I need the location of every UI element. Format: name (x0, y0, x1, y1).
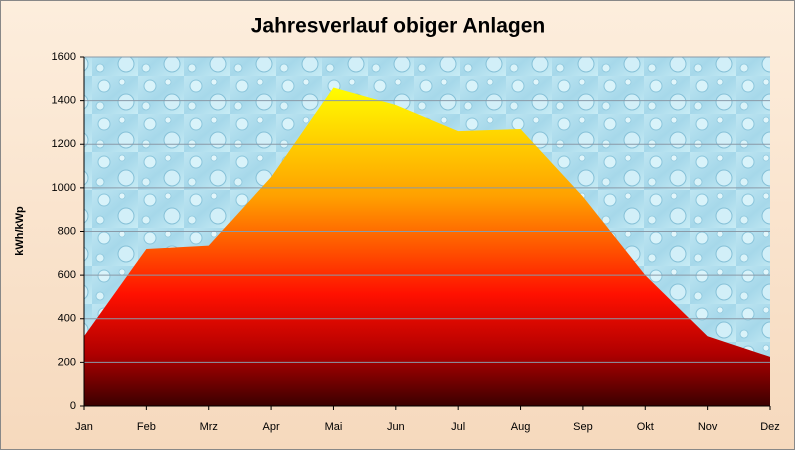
x-tick-label: Mrz (200, 421, 218, 433)
y-tick-label: 800 (58, 225, 76, 237)
y-tick-label: 200 (58, 356, 76, 368)
y-tick-label: 600 (58, 269, 76, 281)
x-tick-label: Apr (263, 421, 280, 433)
y-tick-label: 1400 (52, 95, 76, 107)
x-tick-label: Jun (387, 421, 405, 433)
x-tick-label: Jul (451, 421, 465, 433)
chart-title: Jahresverlauf obiger Anlagen (251, 15, 545, 38)
x-tick-label: Mai (325, 421, 343, 433)
y-tick-label: 400 (58, 313, 76, 325)
x-tick-label: Aug (511, 421, 531, 433)
y-tick-label: 0 (70, 400, 76, 412)
x-tick-label: Jan (75, 421, 93, 433)
y-tick-label: 1600 (52, 51, 76, 63)
x-tick-label: Dez (760, 421, 780, 433)
x-tick-label: Okt (637, 421, 654, 433)
x-tick-label: Sep (573, 421, 593, 433)
y-tick-label: 1000 (52, 182, 76, 194)
area (84, 87, 770, 406)
y-axis-label: kWh/kWp (14, 206, 26, 256)
y-tick-label: 1200 (52, 138, 76, 150)
x-tick-label: Feb (137, 421, 156, 433)
x-tick-label: Nov (698, 421, 718, 433)
